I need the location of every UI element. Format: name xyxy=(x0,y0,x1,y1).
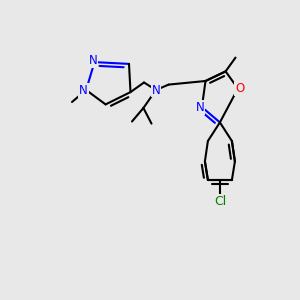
Text: N: N xyxy=(79,84,88,98)
Text: N: N xyxy=(88,54,98,67)
Text: Cl: Cl xyxy=(214,195,226,208)
Text: O: O xyxy=(235,82,244,95)
Text: N: N xyxy=(196,100,205,114)
Text: N: N xyxy=(152,83,160,97)
